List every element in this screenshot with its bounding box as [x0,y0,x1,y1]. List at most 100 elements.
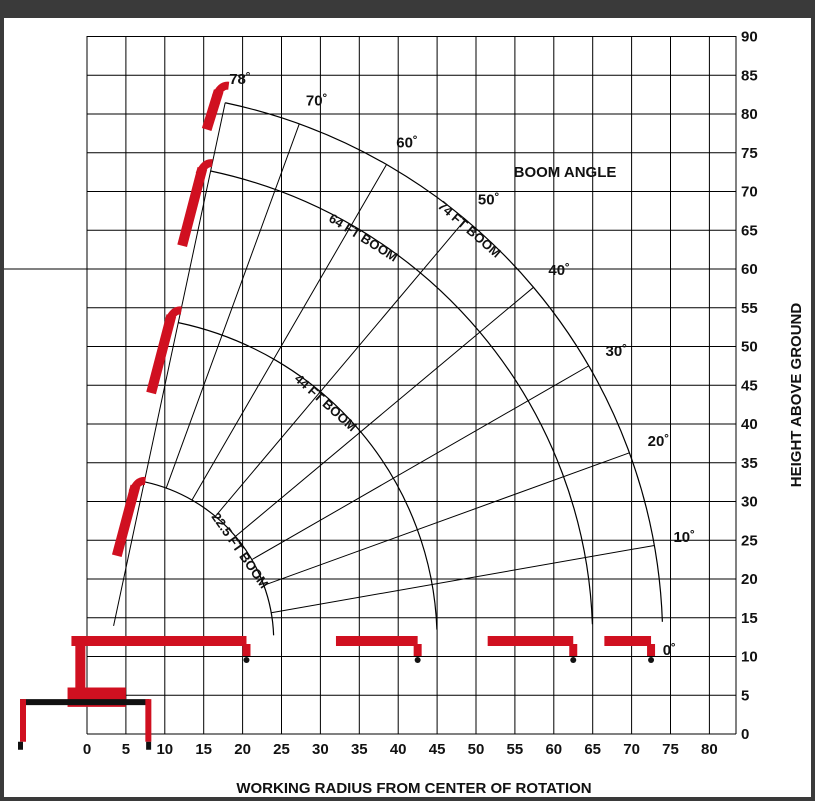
y-tick-label: 40 [741,416,758,433]
angle-label: 78˚ [229,71,251,88]
bottom-frame-bar [0,797,815,801]
x-tick-label: 15 [195,741,212,758]
y-tick-label: 0 [741,726,749,743]
x-tick-label: 55 [507,741,524,758]
left-frame-bar [0,0,4,801]
angle-label: 30˚ [606,343,628,360]
y-tick-label: 75 [741,145,758,162]
outrigger-beam [20,699,150,706]
angle-line [191,164,387,501]
angle-line [214,219,466,517]
boom-hook [648,657,655,663]
y-tick-label: 70 [741,184,758,201]
x-tick-label: 75 [662,741,679,758]
y-tick-label: 30 [741,494,758,511]
y-tick-label: 15 [741,610,758,627]
boom-hook [243,657,250,663]
boom-length-label: 44 FT BOOM [292,371,360,434]
boom-reach-arcs [144,102,663,636]
horizontal-boom [335,636,418,646]
x-tick-label: 60 [545,741,562,758]
angle-label: 50˚ [478,192,500,209]
boom-hook-block [569,644,578,656]
y-tick-label: 5 [741,687,749,704]
boom-hook-block [413,644,422,656]
crane-base [18,641,152,750]
raised-boom-tip [164,306,182,324]
x-tick-label: 50 [468,741,485,758]
x-tick-label: 10 [156,741,173,758]
raised-boom-tip [212,81,230,99]
y-tick-label: 80 [741,106,758,123]
angle-line [251,365,589,561]
x-tick-label: 5 [122,741,130,758]
x-axis-label: WORKING RADIUS FROM CENTER OF ROTATION [236,780,591,797]
y-tick-label: 20 [741,571,758,588]
y-axis-label: HEIGHT ABOVE GROUND [788,303,805,488]
grid [4,36,737,735]
raised-boom [201,89,224,131]
y-tick-label: 45 [741,377,758,394]
x-tick-label: 20 [234,741,251,758]
boom-hook-block [647,644,656,656]
angle-line [271,544,655,614]
y-tick-label: 90 [741,29,758,46]
raised-boom [177,166,208,248]
x-tick-label: 80 [701,741,718,758]
y-tick-label: 55 [741,300,758,317]
raised-boom-tip [195,159,213,176]
horizontal-boom [604,636,652,646]
raised-boom [146,314,177,395]
boom-length-label: 64 FT BOOM [326,211,400,265]
angle-line [235,286,534,537]
outrigger-right [145,699,152,742]
y-tick-label: 25 [741,532,758,549]
horizontal-boom [487,636,574,646]
y-tick-label: 85 [741,67,758,84]
x-tick-label: 70 [623,741,640,758]
boom-silhouettes [71,81,656,663]
crane-mast [75,641,86,696]
x-tick-label: 65 [584,741,601,758]
outrigger-foot-left [18,741,23,750]
horizontal-boom [71,636,247,646]
angle-line [165,123,300,489]
boom-angle-title: BOOM ANGLE [514,164,617,181]
x-tick-label: 45 [429,741,446,758]
reach-arc [210,170,594,625]
x-tick-label: 30 [312,741,329,758]
angle-line-78 [113,102,226,626]
chart-text: BOOM ANGLE WORKING RADIUS FROM CENTER OF… [83,29,805,798]
x-tick-label: 40 [390,741,407,758]
y-tick-label: 10 [741,649,758,666]
outrigger-left [20,699,26,742]
reach-arc [144,481,275,636]
angle-label: 0˚ [663,642,676,659]
y-tick-label: 65 [741,222,758,239]
boom-angle-lines [113,102,655,626]
boom-hook [414,657,421,663]
y-tick-label: 50 [741,339,758,356]
x-tick-label: 0 [83,741,91,758]
reach-arc [225,102,663,622]
top-frame-bar [0,0,815,18]
raised-boom [111,484,141,558]
angle-label: 60˚ [396,135,418,152]
x-tick-label: 25 [273,741,290,758]
y-tick-label: 35 [741,455,758,472]
angle-label: 10˚ [673,529,695,546]
y-tick-label: 60 [741,261,758,278]
angle-label: 20˚ [648,433,670,450]
x-tick-label: 35 [351,741,368,758]
boom-hook-block [242,644,251,656]
reach-arc [178,322,438,630]
angle-label: 40˚ [548,262,570,279]
angle-line [263,452,630,586]
angle-label: 70˚ [306,93,328,110]
right-frame-bar [811,0,815,801]
raised-boom-tip [128,476,146,494]
boom-hook [570,657,577,663]
outrigger-foot-right [146,741,152,750]
